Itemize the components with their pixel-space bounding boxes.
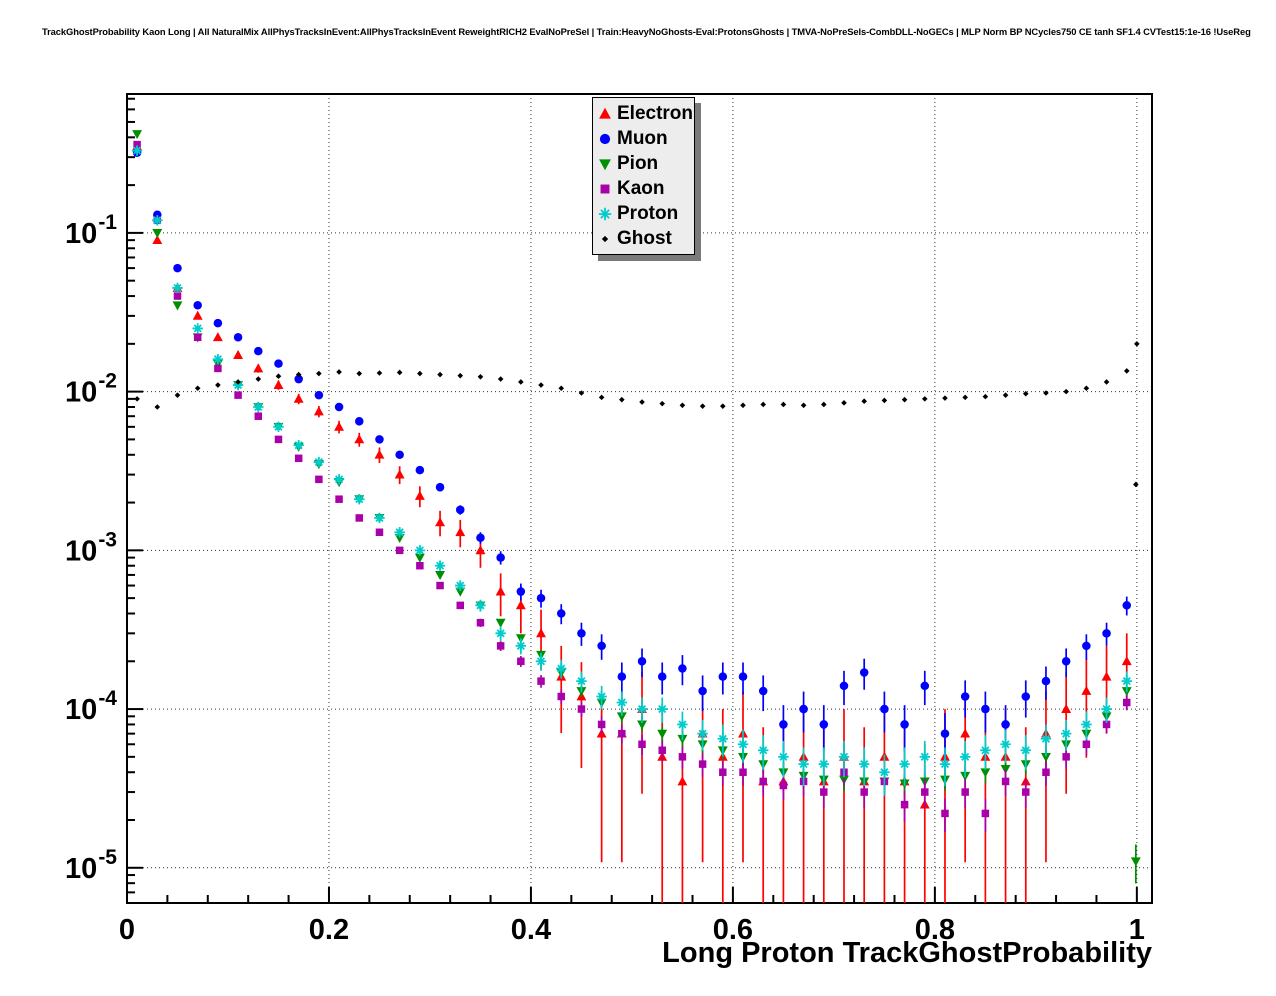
legend-label: Kaon <box>617 178 665 199</box>
pion-marker-icon <box>599 158 611 170</box>
muon-marker-icon <box>599 133 611 144</box>
legend-label: Pion <box>617 153 659 174</box>
svg-text:10-1: 10-1 <box>65 211 117 250</box>
legend-item-pion: Pion <box>595 151 694 176</box>
svg-text:0.8: 0.8 <box>915 914 955 946</box>
proton-marker-icon <box>598 207 612 220</box>
legend-item-ghost: Ghost <box>595 226 694 251</box>
svg-text:0.6: 0.6 <box>713 914 753 946</box>
x-axis-title: Long Proton TrackGhostProbability <box>662 937 1152 969</box>
svg-text:0: 0 <box>119 914 135 946</box>
electron-marker-icon <box>599 107 611 119</box>
plot-title: TrackGhostProbability Kaon Long | All Na… <box>42 26 1251 37</box>
legend-item-kaon: Kaon <box>595 176 694 201</box>
kaon-marker-icon <box>600 184 610 193</box>
ghost-marker-icon <box>601 235 609 242</box>
svg-text:1: 1 <box>1129 914 1145 946</box>
svg-text:10-5: 10-5 <box>65 846 117 885</box>
legend-item-muon: Muon <box>595 126 694 151</box>
svg-text:0.4: 0.4 <box>511 914 551 946</box>
legend-label: Ghost <box>617 228 672 249</box>
legend: Electron Muon Pion Kaon Proton Ghost <box>592 97 695 255</box>
legend-label: Muon <box>617 128 668 149</box>
svg-text:10-4: 10-4 <box>65 687 117 726</box>
svg-text:10-2: 10-2 <box>65 370 117 409</box>
legend-label: Proton <box>617 203 679 224</box>
legend-item-electron: Electron <box>595 101 694 126</box>
svg-text:10-3: 10-3 <box>65 528 117 567</box>
legend-item-proton: Proton <box>595 201 694 226</box>
legend-label: Electron <box>617 103 694 124</box>
svg-text:0.2: 0.2 <box>309 914 349 946</box>
